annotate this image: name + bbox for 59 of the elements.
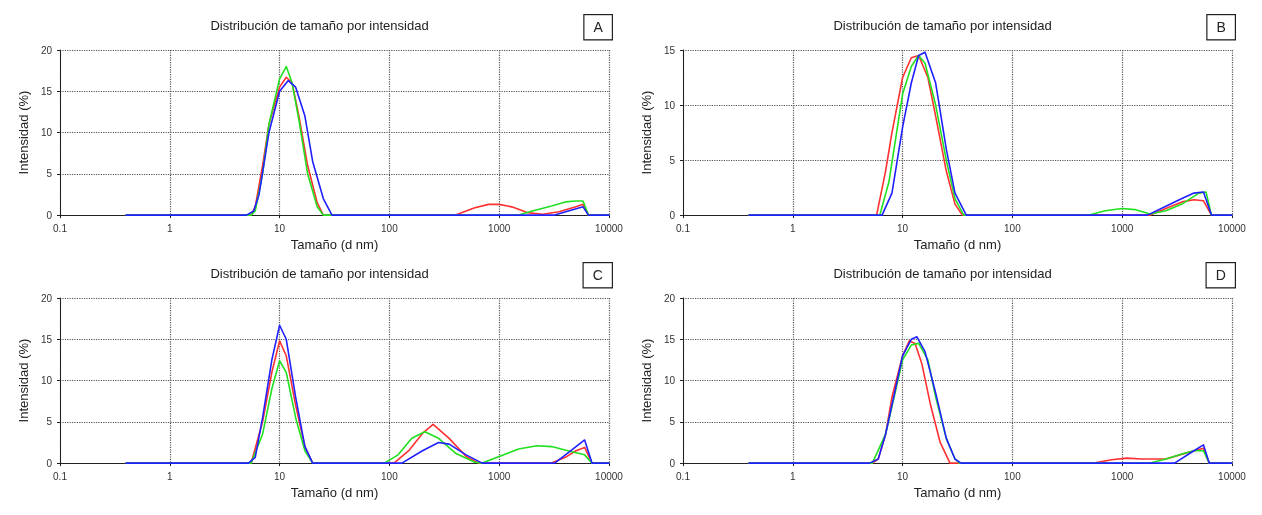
y-axis-title: Intensidad (%) (638, 338, 654, 423)
y-axis-title: Intensidad (%) (15, 90, 31, 175)
x-tick-label: 10000 (595, 222, 624, 234)
x-tick-label: 10 (897, 222, 909, 234)
text: D (1215, 267, 1226, 284)
y-axis-title: Intensidad (%) (638, 90, 654, 175)
text: B (1216, 19, 1226, 36)
x-tick-label: 0.1 (676, 222, 691, 234)
chart-title: Distribución de tamaño por intensidad (833, 266, 1052, 281)
x-tick-label: 10000 (1218, 470, 1247, 482)
x-tick-label: 1 (790, 222, 797, 234)
y-tick-label: 10 (663, 375, 676, 387)
x-tick-label: 10 (274, 222, 286, 234)
x-axis-title: Tamaño (d nm) (290, 237, 379, 252)
x-tick-label: 1 (167, 470, 174, 482)
y-tick-label: 0 (46, 209, 53, 221)
y-tick-label: 0 (669, 457, 676, 469)
y-tick-label: 5 (669, 154, 676, 166)
x-tick-label: 1000 (488, 222, 511, 234)
x-tick-label: 10000 (1218, 222, 1247, 234)
x-axis-title: Tamaño (d nm) (913, 237, 1002, 252)
y-tick-label: 10 (40, 127, 53, 139)
x-tick-label: 10 (274, 470, 286, 482)
y-tick-label: 0 (669, 209, 676, 221)
x-tick-label: 0.1 (53, 470, 68, 482)
x-tick-label: 1000 (488, 470, 511, 482)
x-tick-label: 100 (381, 470, 399, 482)
y-tick-label: 10 (663, 99, 676, 111)
y-tick-label: 20 (40, 292, 53, 304)
x-tick-label: 0.1 (53, 222, 68, 234)
chart-title: Distribución de tamaño por intensidad (210, 18, 429, 33)
x-tick-label: 1000 (1111, 470, 1134, 482)
x-tick-label: 10000 (595, 470, 624, 482)
x-axis-title: Tamaño (d nm) (913, 485, 1002, 500)
x-tick-label: 1 (167, 222, 174, 234)
chart-title: Distribución de tamaño por intensidad (833, 18, 1052, 33)
y-tick-label: 0 (46, 457, 53, 469)
y-tick-label: 5 (46, 168, 53, 180)
y-tick-label: 10 (40, 375, 53, 387)
chart-title: Distribución de tamaño por intensidad (210, 266, 429, 281)
y-tick-label: 5 (46, 416, 53, 428)
y-tick-label: 20 (663, 292, 676, 304)
y-tick-label: 15 (40, 85, 53, 97)
y-tick-label: 20 (40, 44, 53, 56)
y-axis-title: Intensidad (%) (15, 338, 31, 423)
x-tick-label: 10 (897, 470, 909, 482)
x-tick-label: 100 (1004, 470, 1022, 482)
text: A (593, 19, 604, 36)
y-tick-label: 15 (663, 333, 676, 345)
y-tick-label: 15 (663, 44, 676, 56)
x-axis-title: Tamaño (d nm) (290, 485, 379, 500)
x-tick-label: 1 (790, 470, 797, 482)
y-tick-label: 5 (669, 416, 676, 428)
x-tick-label: 100 (1004, 222, 1022, 234)
x-tick-label: 1000 (1111, 222, 1134, 234)
text: C (592, 267, 603, 284)
y-tick-label: 15 (40, 333, 53, 345)
x-tick-label: 100 (381, 222, 399, 234)
x-tick-label: 0.1 (676, 470, 691, 482)
